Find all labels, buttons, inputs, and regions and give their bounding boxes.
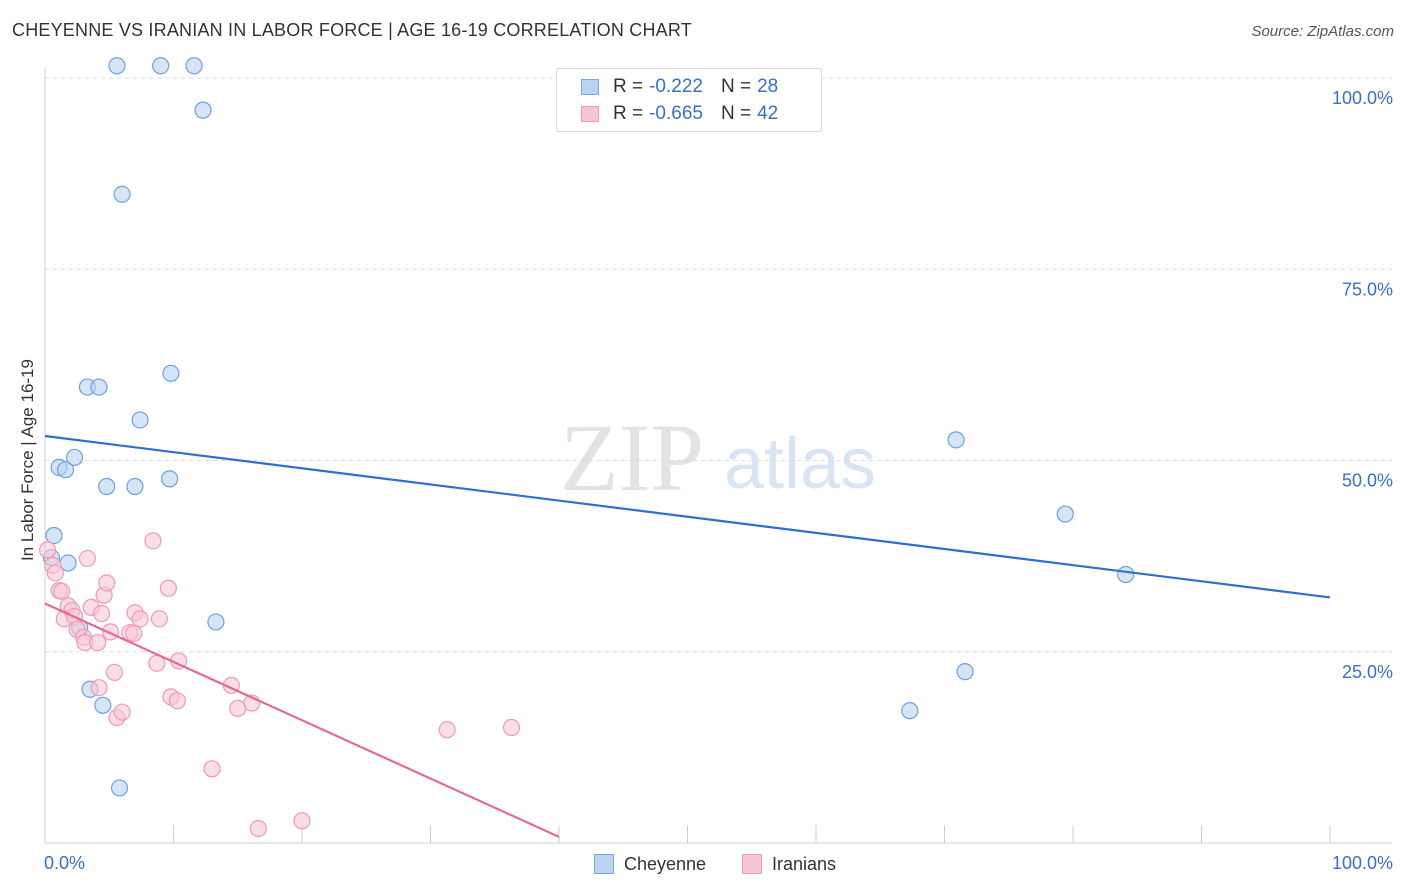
watermark-zip: ZIP bbox=[560, 404, 704, 511]
cheyenne-point bbox=[956, 663, 974, 681]
cheyenne-point bbox=[161, 470, 179, 488]
grid-lines bbox=[45, 77, 1392, 653]
stats-row-iranians: R = -0.665 N = 42 bbox=[581, 103, 778, 125]
iranians-point bbox=[144, 532, 162, 550]
cheyenne-point bbox=[901, 702, 919, 720]
iranians-point bbox=[113, 703, 131, 721]
iranians-point bbox=[159, 579, 177, 597]
cheyenne-point bbox=[131, 411, 149, 429]
iranians-point bbox=[150, 610, 168, 628]
cheyenne-trend-line bbox=[44, 434, 1331, 599]
cheyenne-point bbox=[110, 779, 129, 797]
legend-label-iranians: Iranians bbox=[772, 853, 837, 874]
r-value: -0.222 bbox=[649, 76, 703, 97]
cheyenne-point bbox=[98, 477, 116, 496]
x-tick-label: 100.0% bbox=[1332, 853, 1393, 873]
iranians-point bbox=[53, 582, 71, 600]
iranians-point bbox=[249, 819, 267, 838]
iranians-point bbox=[90, 679, 108, 697]
y-tick-label: 100.0% bbox=[1332, 88, 1393, 108]
iranians-trend-line bbox=[44, 602, 560, 838]
iranians-point bbox=[98, 574, 116, 592]
r-label: R = bbox=[613, 103, 644, 124]
iranians-point bbox=[78, 549, 97, 568]
r-label: R = bbox=[613, 76, 644, 97]
axes bbox=[44, 68, 1392, 844]
legend-item-iranians[interactable]: Iranians bbox=[742, 852, 836, 876]
cheyenne-point bbox=[194, 101, 212, 119]
cheyenne-point bbox=[108, 57, 126, 75]
iranians-point bbox=[203, 760, 221, 778]
legend-item-cheyenne[interactable]: Cheyenne bbox=[594, 852, 706, 876]
y-tick-label: 50.0% bbox=[1342, 471, 1393, 491]
cheyenne-swatch bbox=[581, 79, 599, 95]
stats-row-cheyenne: R = -0.222 N = 28 bbox=[581, 76, 778, 98]
iranians-point bbox=[89, 633, 107, 652]
n-value: 42 bbox=[757, 103, 779, 124]
legend-label-cheyenne: Cheyenne bbox=[624, 853, 707, 874]
iranians-point bbox=[502, 718, 521, 737]
iranians-point bbox=[293, 812, 311, 830]
cheyenne-point bbox=[65, 448, 84, 467]
chart-title: CHEYENNE VS IRANIAN IN LABOR FORCE | AGE… bbox=[12, 20, 692, 40]
cheyenne-point bbox=[947, 431, 965, 449]
cheyenne-point bbox=[94, 696, 112, 714]
data-points bbox=[38, 57, 1135, 838]
iranians-swatch bbox=[581, 106, 599, 122]
n-value: 28 bbox=[757, 76, 779, 97]
iranians-point bbox=[38, 541, 57, 559]
cheyenne-point bbox=[207, 613, 225, 631]
x-tick-label: 0.0% bbox=[44, 853, 85, 873]
iranians-point bbox=[46, 564, 64, 582]
cheyenne-point bbox=[162, 364, 180, 382]
n-label: N = bbox=[720, 76, 752, 97]
cheyenne-point bbox=[185, 57, 203, 75]
trend-lines bbox=[44, 434, 1331, 838]
stats-box: R = -0.222 N = 28 R = -0.665 N = 42 bbox=[556, 68, 822, 132]
y-tick-label: 75.0% bbox=[1342, 279, 1393, 299]
tick-labels: 25.0% 50.0% 75.0% 100.0% 0.0% 100.0% bbox=[44, 88, 1393, 873]
source-label: Source: ZipAtlas.com bbox=[1251, 23, 1394, 40]
iranians-point bbox=[92, 604, 111, 623]
cheyenne-legend-swatch bbox=[594, 854, 614, 874]
r-value: -0.665 bbox=[649, 103, 703, 124]
iranians-point bbox=[438, 721, 456, 739]
watermark-atlas: atlas bbox=[724, 424, 876, 504]
y-tick-label: 25.0% bbox=[1342, 662, 1393, 682]
iranians-point bbox=[125, 624, 143, 642]
y-axis-label: In Labor Force | Age 16-19 bbox=[18, 359, 37, 561]
cheyenne-point bbox=[152, 57, 170, 75]
cheyenne-point bbox=[1056, 505, 1074, 523]
cheyenne-point bbox=[90, 378, 108, 396]
iranians-point bbox=[131, 610, 149, 628]
cheyenne-point bbox=[113, 185, 131, 203]
iranians-point bbox=[168, 692, 186, 710]
cheyenne-point bbox=[45, 526, 63, 545]
iranians-legend-swatch bbox=[742, 854, 762, 874]
cheyenne-point bbox=[1117, 565, 1135, 584]
n-label: N = bbox=[720, 103, 752, 124]
iranians-point bbox=[105, 663, 123, 682]
cheyenne-point bbox=[56, 461, 75, 479]
cheyenne-point bbox=[126, 477, 144, 496]
